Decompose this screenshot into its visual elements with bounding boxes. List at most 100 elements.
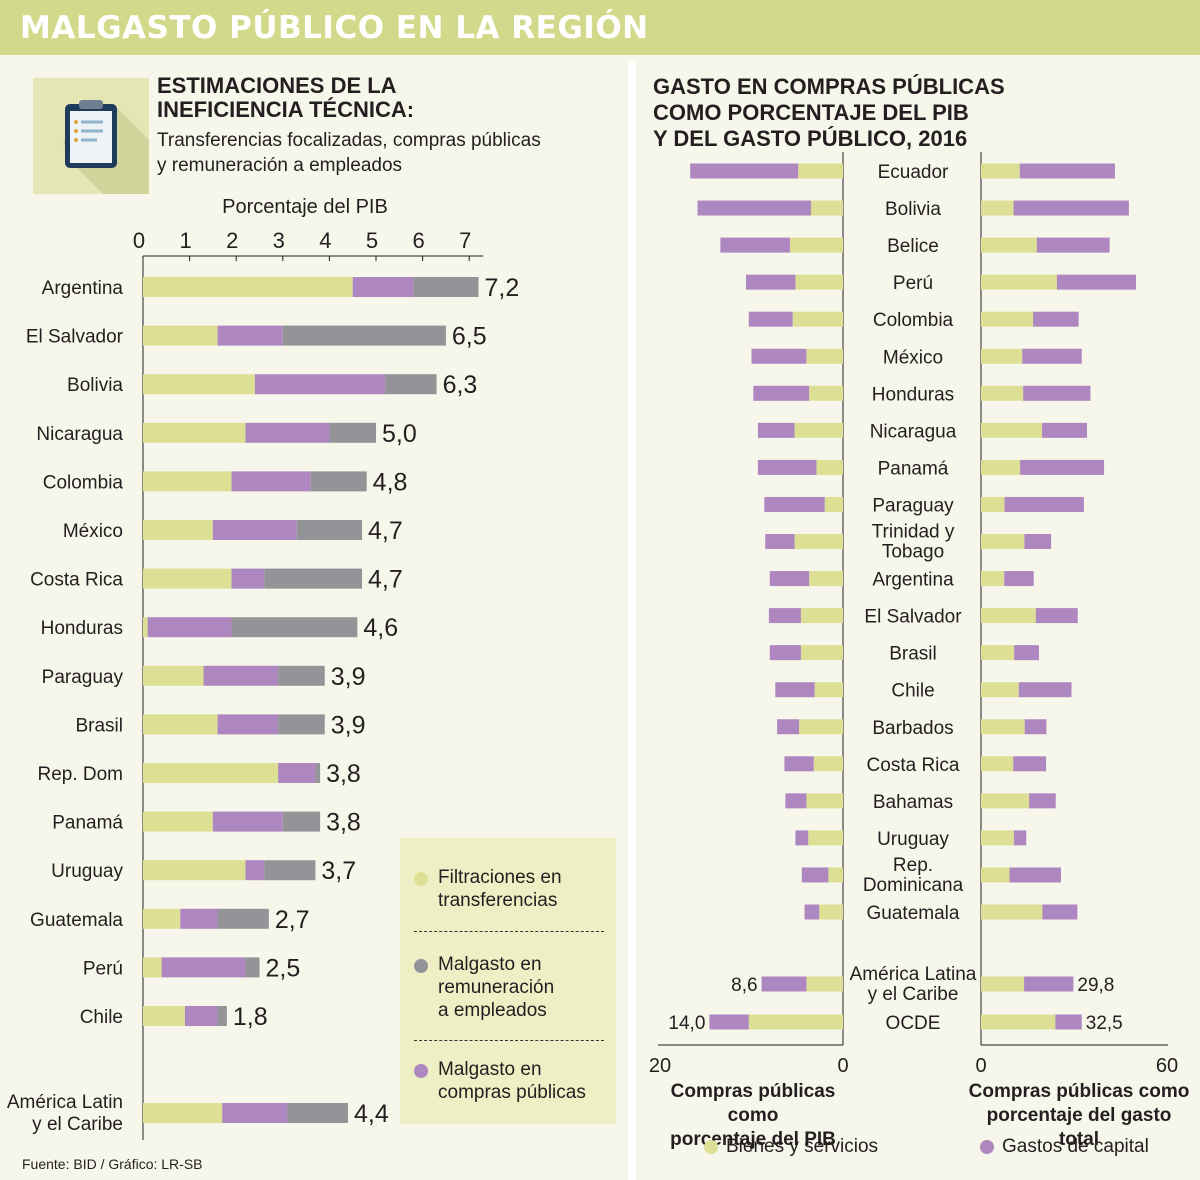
pib-bar-segment [806, 793, 843, 809]
gasto-bar-segment [981, 793, 1030, 809]
left-total-label: 4,4 [354, 1100, 389, 1128]
gasto-bar-segment [1056, 274, 1136, 290]
gasto-bar-segment [1035, 608, 1078, 624]
right-category-label: Tobago [882, 542, 944, 563]
left-total-label: 3,8 [326, 809, 361, 837]
pib-bar-segment [748, 1014, 843, 1030]
gasto-tick-label: 0 [975, 1055, 986, 1077]
left-total-label: 4,6 [363, 614, 398, 642]
pib-bar-segment [809, 571, 843, 587]
legend-item-filtraciones: Filtraciones en transferencias [414, 866, 562, 912]
legend-text: compras públicas [438, 1082, 586, 1103]
right-category-label: Uruguay [877, 829, 949, 850]
left-bar-segment [245, 860, 265, 881]
pib-bar-segment [768, 608, 801, 624]
left-tick-label: 1 [179, 228, 191, 253]
right-category-label: Paraguay [872, 495, 954, 516]
pib-bar-segment [806, 976, 843, 992]
left-bar-segment [212, 520, 297, 540]
gasto-value-label: 32,5 [1086, 1013, 1123, 1034]
legend-capital-label: Gastos de capital [1002, 1136, 1149, 1157]
gasto-bar-segment [981, 385, 1024, 401]
right-category-label: Costa Rica [867, 755, 960, 776]
gasto-bar-segment [981, 756, 1014, 772]
pib-bar-segment [697, 200, 811, 216]
right-category-label: Brasil [889, 644, 937, 665]
legend-text: remuneración [438, 977, 555, 998]
legend-bienes-label: Bienes y servicios [726, 1136, 879, 1157]
gasto-bar-segment [1055, 1014, 1082, 1030]
left-bar-segment [143, 1006, 185, 1026]
pib-bar-segment [789, 237, 843, 253]
gasto-bar-segment [1024, 719, 1047, 735]
left-bar-segment [245, 422, 330, 443]
right-category-label: Colombia [873, 310, 954, 331]
legend-separator [414, 931, 604, 932]
legend-text: Filtraciones en [438, 867, 562, 888]
left-bar-segment [180, 908, 218, 929]
pib-bar-segment [828, 867, 843, 883]
left-bar-segment [287, 1103, 349, 1123]
legend-separator [414, 1040, 604, 1041]
left-total-label: 3,9 [331, 711, 366, 739]
right-category-label: Perú [893, 273, 933, 294]
left-total-label: 7,2 [485, 274, 520, 302]
left-total-label: 4,7 [368, 566, 403, 594]
left-total-label: 4,7 [368, 517, 403, 545]
pib-bar-segment [804, 904, 820, 920]
right-category-label: Honduras [872, 384, 954, 405]
left-bar-segment [143, 714, 218, 735]
left-bar-segment [212, 811, 283, 832]
gasto-bar-segment [1022, 348, 1082, 364]
right-category-label: Barbados [872, 718, 953, 739]
gasto-bar-segment [1014, 645, 1039, 661]
left-bar-segment [143, 665, 204, 686]
gasto-bar-segment [981, 1014, 1056, 1030]
gasto-bar-segment [981, 237, 1037, 253]
left-bar-segment [161, 957, 246, 978]
left-bar-segment [217, 714, 279, 735]
pib-bar-segment [757, 422, 795, 438]
left-total-label: 1,8 [233, 1003, 268, 1031]
left-bar-segment [143, 422, 246, 443]
pib-value-label: 14,0 [668, 1013, 705, 1034]
gasto-bar-segment [1042, 422, 1088, 438]
gasto-bar-segment [981, 534, 1025, 549]
gasto-bar-segment [981, 496, 1005, 512]
left-bar-segment [278, 714, 325, 735]
pib-bar-segment [785, 793, 807, 809]
right-category-label: Panamá [878, 458, 949, 479]
pib-bar-segment [748, 311, 793, 327]
left-axis-label: Porcentaje del PIB [222, 196, 388, 218]
pib-bar-segment [757, 459, 817, 475]
pib-bar-segment [753, 385, 810, 401]
gasto-bar-segment [981, 719, 1025, 735]
left-legend: Filtraciones en transferencias Malgasto … [400, 838, 616, 1124]
right-category-label: OCDE [886, 1013, 941, 1034]
left-tick-label: 6 [412, 228, 424, 253]
left-bar-segment [278, 763, 316, 783]
left-total-label: 6,5 [452, 323, 487, 351]
left-bar-segment [278, 665, 325, 686]
pib-bar-segment [761, 976, 807, 992]
legend-item-compras: Malgasto en compras públicas [414, 1058, 586, 1104]
pib-bar-segment [792, 311, 843, 327]
right-category-label: Rep. [893, 855, 933, 876]
gasto-bar-segment [981, 682, 1019, 698]
left-category-label: Argentina [42, 278, 124, 299]
left-category-label: Nicaragua [36, 424, 123, 445]
left-bar-segment [143, 957, 162, 978]
gasto-bar-segment [981, 904, 1043, 920]
left-bar-segment [329, 422, 376, 443]
gasto-bar-segment [981, 163, 1020, 179]
legend-text: Malgasto en [438, 1059, 542, 1080]
pib-bar-segment [800, 608, 843, 624]
gasto-bar-segment [1024, 534, 1052, 549]
left-bar-segment [143, 763, 279, 783]
gasto-bar-segment [1042, 904, 1078, 920]
gasto-bar-segment [1036, 237, 1110, 253]
pib-bar-segment [777, 719, 800, 735]
right-category-label: Bahamas [873, 792, 953, 813]
right-category-label: Nicaragua [870, 421, 957, 442]
legend-text: Malgasto en [438, 954, 542, 975]
